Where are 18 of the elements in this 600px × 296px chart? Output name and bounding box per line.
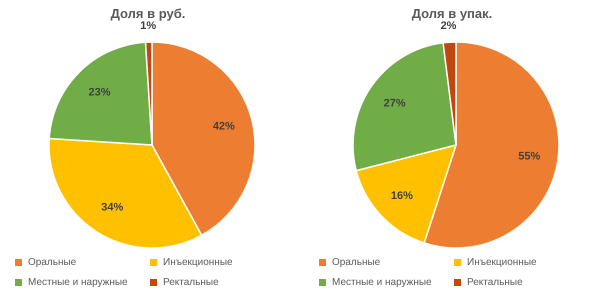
legend-label: Инъекционные bbox=[162, 256, 234, 270]
data-label: 55% bbox=[518, 150, 540, 163]
data-label: 27% bbox=[384, 97, 406, 110]
legend-label: Оральные bbox=[27, 256, 78, 270]
legend-label: Ректальные bbox=[466, 276, 524, 290]
data-label: 2% bbox=[440, 20, 457, 32]
legend-label: Местные и наружные bbox=[27, 276, 129, 290]
data-label: 1% bbox=[140, 20, 156, 32]
data-label: 23% bbox=[88, 86, 111, 99]
legend-label: Оральные bbox=[331, 256, 382, 270]
data-label: 34% bbox=[101, 202, 124, 214]
chart-title: Доля в руб. bbox=[110, 6, 186, 21]
legend-label: Ректальные bbox=[162, 276, 220, 290]
chart-title: Доля в упак. bbox=[410, 6, 494, 21]
data-label: 16% bbox=[390, 190, 414, 202]
data-label: 42% bbox=[212, 120, 236, 133]
legend-label: Местные и наружные bbox=[331, 276, 433, 290]
legend-label: Инъекционные bbox=[466, 256, 538, 270]
